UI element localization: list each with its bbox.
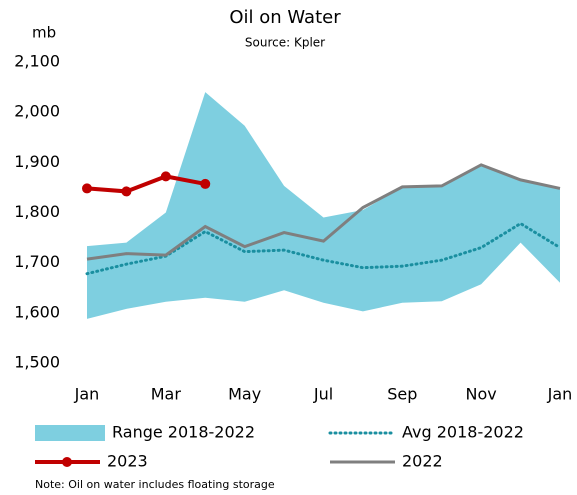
legend-label: Avg 2018-2022	[402, 423, 524, 442]
x-tick-label: Jan	[547, 385, 573, 404]
x-tick-label: Mar	[151, 385, 182, 404]
legend-label: Range 2018-2022	[112, 423, 255, 442]
note: Note: Oil on water includes floating sto…	[35, 478, 275, 491]
y-tick-label: 2,000	[14, 102, 60, 121]
legend-label: 2023	[107, 452, 148, 471]
x-tick-label: May	[228, 385, 261, 404]
chart-subtitle: Source: Kpler	[245, 36, 325, 50]
series-line	[86, 174, 206, 194]
series-line	[86, 163, 561, 261]
legend-swatch	[35, 425, 105, 441]
chart-title: Oil on Water	[229, 7, 341, 28]
marker	[121, 186, 132, 197]
legend-marker	[62, 457, 72, 467]
marker	[200, 178, 211, 189]
x-tick-label: Sep	[387, 385, 417, 404]
x-tick-label: Nov	[466, 385, 497, 404]
y-tick-label: 2,100	[14, 52, 60, 71]
marker	[160, 171, 171, 182]
marker	[82, 183, 92, 194]
x-tick-label: Jul	[313, 385, 333, 404]
y-tick-label: 1,800	[14, 202, 60, 221]
legend-label: 2022	[402, 452, 443, 471]
range-area	[87, 92, 560, 319]
y-axis-label: mb	[32, 24, 56, 42]
y-tick-label: 1,500	[14, 353, 60, 372]
y-tick-label: 1,900	[14, 152, 60, 171]
x-tick-label: Jan	[74, 385, 100, 404]
y-tick-label: 1,600	[14, 302, 60, 321]
y-tick-label: 1,700	[14, 252, 60, 271]
